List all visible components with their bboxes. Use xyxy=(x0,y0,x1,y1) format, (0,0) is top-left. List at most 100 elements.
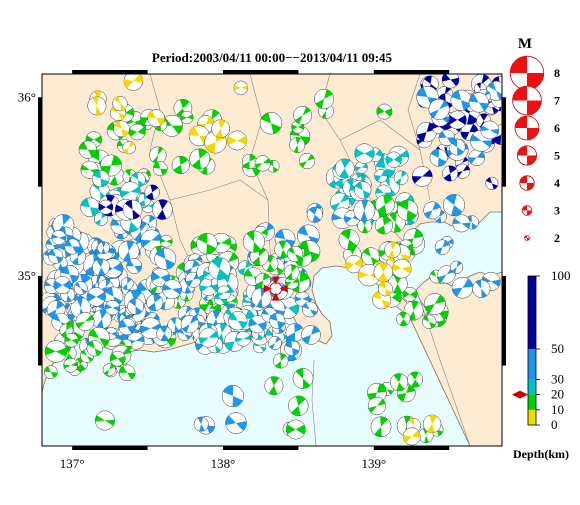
magnitude-legend-header: M xyxy=(518,36,532,52)
depth-tick-label: 50 xyxy=(551,341,564,356)
focal-mechanism-icon xyxy=(384,241,401,259)
focal-mechanism-icon xyxy=(97,241,110,255)
focal-mechanism-icon xyxy=(423,201,442,220)
magnitude-symbol-icon xyxy=(517,145,538,166)
focal-mechanism-icon xyxy=(248,315,267,334)
focal-mechanism-icon xyxy=(285,419,306,440)
focal-mechanism-icon xyxy=(288,395,309,417)
focal-mechanism-icon xyxy=(152,161,168,176)
focal-mechanism-icon xyxy=(422,414,442,434)
magnitude-label: 6 xyxy=(554,121,560,135)
focal-mechanism-icon xyxy=(75,312,95,331)
focal-mechanism-icon xyxy=(450,89,472,111)
focal-mechanism-icon xyxy=(407,371,424,388)
focal-mechanism-icon xyxy=(78,140,97,159)
focal-mechanism-icon xyxy=(283,264,300,281)
boundary-line xyxy=(339,119,421,151)
focal-mechanism-icon xyxy=(411,166,433,187)
focal-mechanism-icon xyxy=(367,382,387,403)
focal-mechanism-icon xyxy=(221,384,244,408)
focal-mechanism-icon xyxy=(73,281,88,296)
focal-mechanism-icon xyxy=(162,279,182,300)
focal-mechanism-icon xyxy=(301,325,321,345)
focal-mechanism-icon xyxy=(123,74,144,91)
focal-mechanism-icon xyxy=(396,311,411,327)
focal-mechanism-icon xyxy=(242,230,265,253)
focal-mechanism-icon xyxy=(354,181,372,199)
focal-mechanism-icon xyxy=(443,194,465,217)
focal-mechanism-icon xyxy=(44,365,58,379)
boundary-line xyxy=(311,359,317,446)
magnitude-symbol-icon xyxy=(509,55,545,91)
focal-mechanism-icon xyxy=(284,340,301,357)
focal-mechanism-icon xyxy=(86,340,103,357)
focal-mechanism-icon xyxy=(122,140,136,155)
focal-mechanism-icon xyxy=(228,311,248,331)
focal-mechanism-icon xyxy=(485,176,499,190)
focal-mechanism-icon xyxy=(354,143,375,164)
focal-mechanism-icon xyxy=(423,293,446,315)
magnitude-label: 8 xyxy=(554,66,560,80)
focal-mechanism-icon xyxy=(149,146,167,164)
highlighted-event-icon xyxy=(263,276,288,301)
focal-mechanism-icon xyxy=(441,74,460,89)
focal-mechanism-icon xyxy=(193,416,209,432)
focal-mechanism-icon xyxy=(374,168,388,183)
depth-tick-label: 10 xyxy=(551,402,564,417)
focal-mechanism-icon xyxy=(447,110,467,130)
longitude-label: 138° xyxy=(211,456,236,471)
focal-mechanism-icon xyxy=(159,234,173,248)
focal-mechanism-icon xyxy=(273,353,289,369)
map-area xyxy=(42,74,502,446)
focal-mechanism-icon xyxy=(452,214,471,233)
focal-mechanism-icon xyxy=(180,110,194,125)
magnitude-label: 7 xyxy=(554,94,560,108)
focal-mechanism-icon xyxy=(98,199,114,215)
focal-mechanism-icon xyxy=(87,96,107,116)
focal-mechanism-icon xyxy=(377,281,393,297)
depth-tick-label: 0 xyxy=(551,417,558,432)
focal-mechanism-icon xyxy=(147,109,165,127)
focal-mechanism-icon xyxy=(233,80,249,96)
focal-mechanism-icon xyxy=(100,154,122,177)
focal-mechanism-icon xyxy=(259,112,283,135)
focal-mechanism-icon xyxy=(225,412,247,434)
magnitude-legend: M 8 7 6 5 4 3 2 xyxy=(509,36,560,245)
focal-mechanism-icon xyxy=(196,233,218,255)
focal-mechanism-icon xyxy=(127,298,145,315)
focal-mechanism-icon xyxy=(353,199,376,222)
focal-mechanism-icon xyxy=(344,255,364,274)
focal-mechanism-icon xyxy=(63,358,78,373)
focal-mechanism-icon xyxy=(293,106,313,125)
focal-mechanism-icon xyxy=(298,152,316,170)
magnitude-label: 4 xyxy=(554,176,560,190)
longitude-labels: 137° 138° 139° xyxy=(60,456,386,471)
longitude-label: 139° xyxy=(361,456,386,471)
focal-mechanism-icon xyxy=(53,276,72,295)
focal-mechanism-icon xyxy=(156,325,173,342)
focal-mechanism-icon xyxy=(287,245,304,263)
focal-mechanism-icon xyxy=(64,238,81,255)
focal-mechanism-icon xyxy=(91,169,110,188)
focal-mechanism-icon xyxy=(330,192,351,213)
focal-mechanism-icon xyxy=(442,165,459,182)
map-title: Period:2003/04/11 00:00−−2013/04/11 09:4… xyxy=(152,50,393,65)
focal-mechanism-icon xyxy=(104,299,121,316)
depth-color-band xyxy=(528,379,536,395)
focal-mechanism-icon xyxy=(450,260,464,274)
depth-color-band xyxy=(528,276,536,349)
focal-mechanism-icon xyxy=(434,239,451,255)
focal-mechanism-icon xyxy=(146,293,164,312)
boundary-line xyxy=(169,179,269,201)
focal-mechanism-icon xyxy=(468,92,489,113)
magnitude-symbol-icon xyxy=(512,85,542,116)
focal-mechanism-icon xyxy=(208,257,231,280)
focal-mechanism-icon xyxy=(120,277,134,291)
focal-mechanism-icon xyxy=(251,287,272,308)
focal-mechanism-icon xyxy=(128,123,146,141)
focal-mechanism-icon xyxy=(86,287,106,307)
focal-mechanism-icon xyxy=(119,181,141,203)
focal-mechanism-icon xyxy=(402,287,418,302)
